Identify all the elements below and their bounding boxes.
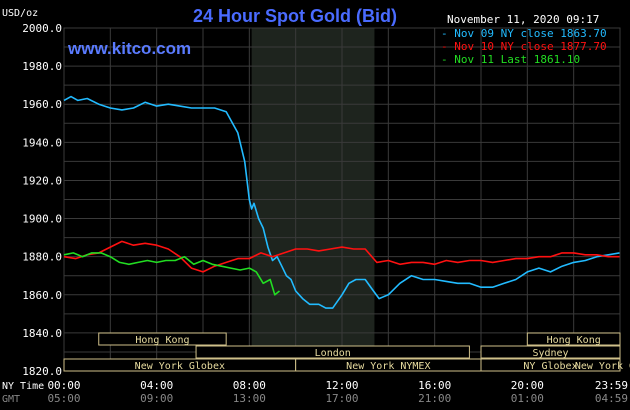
market-sessions: Hong Kong Hong Kong London Sydney New York G… — [63, 332, 630, 372]
gmt-label: GMT — [2, 394, 20, 405]
session-label: NY Globex — [523, 361, 577, 372]
legend-entry: - Nov 09 NY close 1863.70 — [441, 27, 607, 40]
y-tick-label: 1880.0 — [22, 251, 62, 264]
y-tick-label: 2000.0 — [22, 22, 62, 35]
session-label: Sydney — [532, 348, 568, 359]
session-label: Hong Kong — [135, 335, 189, 346]
x-tick-label-gmt: 17:00 — [325, 392, 358, 405]
x-tick-label-ny: 00:00 — [47, 379, 80, 392]
legend: - Nov 09 NY close 1863.70- Nov 10 NY clo… — [441, 27, 607, 66]
legend-entry: - Nov 10 NY close 1877.70 — [441, 40, 607, 53]
series-lines — [63, 95, 620, 309]
session-box — [526, 332, 621, 346]
x-tick-label-gmt: 05:00 — [47, 392, 80, 405]
x-tick-label-ny: 23:59 — [595, 379, 628, 392]
series-line — [63, 252, 281, 296]
x-tick-label-gmt: 09:00 — [140, 392, 173, 405]
chart-title: 24 Hour Spot Gold (Bid) — [193, 6, 397, 26]
x-tick-label-ny: 20:00 — [511, 379, 544, 392]
x-tick-label-ny: 12:00 — [325, 379, 358, 392]
session-label: Hong Kong — [547, 335, 601, 346]
watermark: www.kitco.com — [67, 39, 191, 58]
y-tick-label: 1860.0 — [22, 289, 62, 302]
series-line — [63, 95, 620, 309]
x-tick-label-ny: 04:00 — [140, 379, 173, 392]
x-tick-label-ny: 16:00 — [418, 379, 451, 392]
session-label: New York Globex — [135, 361, 225, 372]
x-tick-label-gmt: 21:00 — [418, 392, 451, 405]
y-tick-labels: 2000.0 1980.0 1960.0 1940.0 1920.0 1900.0 1880… — [22, 22, 62, 378]
series-line — [63, 240, 620, 273]
x-tick-label-ny: 08:00 — [233, 379, 266, 392]
y-tick-label: 1980.0 — [22, 60, 62, 73]
x-tick-label-gmt: 13:00 — [233, 392, 266, 405]
session-label: New York Globex — [575, 361, 630, 372]
session-box — [480, 345, 621, 359]
y-tick-label: 1820.0 — [22, 365, 62, 378]
y-tick-label: 1960.0 — [22, 98, 62, 111]
session-box — [480, 358, 621, 372]
y-tick-label: 1920.0 — [22, 174, 62, 187]
session-label: London — [315, 348, 351, 359]
ny-time-label: NY Time — [2, 381, 44, 392]
session-box — [98, 332, 227, 346]
y-tick-label: 1940.0 — [22, 136, 62, 149]
x-tick-label-gmt: 04:59 — [595, 392, 628, 405]
legend-entry: - Nov 11 Last 1861.10 — [441, 53, 580, 66]
y-tick-label: 1840.0 — [22, 327, 62, 340]
date-time: November 11, 2020 09:17 — [447, 13, 599, 26]
unit-label: USD/oz — [2, 8, 38, 19]
session-box — [195, 345, 470, 359]
session-label: New York NYMEX — [346, 361, 430, 372]
x-tick-label-gmt: 01:00 — [511, 392, 544, 405]
y-tick-label: 1900.0 — [22, 213, 62, 226]
